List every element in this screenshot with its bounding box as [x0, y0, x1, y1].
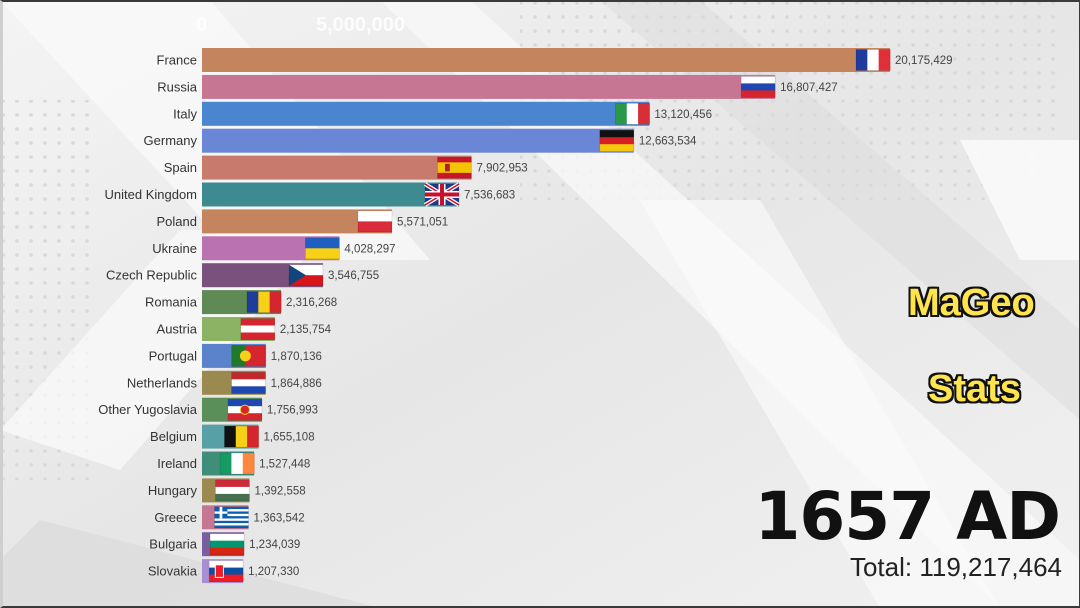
category-label-ukraine: Ukraine — [152, 241, 197, 256]
value-label-france: 20,175,429 — [895, 55, 953, 67]
value-label-poland: 5,571,051 — [397, 216, 448, 228]
value-label-italy: 13,120,456 — [654, 109, 712, 121]
x-axis-tick-0: 0 — [196, 14, 208, 36]
russia-flag-icon — [740, 76, 776, 98]
category-label-united-kingdom: United Kingdom — [105, 187, 198, 202]
category-label-poland: Poland — [157, 214, 197, 229]
greece-flag-icon — [214, 506, 249, 529]
category-label-bulgaria: Bulgaria — [149, 537, 197, 552]
yugoslavia-flag-icon — [227, 398, 263, 421]
value-label-greece: 1,363,542 — [253, 512, 304, 524]
france-flag-icon — [855, 49, 891, 71]
category-label-austria: Austria — [157, 322, 198, 337]
category-label-russia: Russia — [157, 79, 198, 94]
category-label-germany: Germany — [144, 133, 198, 148]
belgium-flag-icon — [224, 425, 259, 448]
value-label-slovakia: 1,207,330 — [248, 566, 299, 578]
hungary-flag-icon — [215, 479, 250, 502]
category-label-portugal: Portugal — [149, 348, 198, 363]
category-label-slovakia: Slovakia — [148, 564, 198, 579]
category-label-france: France — [157, 53, 197, 68]
value-label-belgium: 1,655,108 — [263, 432, 314, 444]
category-label-czech-republic: Czech Republic — [106, 268, 198, 283]
portugal-flag-icon — [231, 345, 267, 367]
category-label-romania: Romania — [145, 295, 198, 310]
czech-flag-icon — [288, 264, 324, 287]
value-label-romania: 2,316,268 — [286, 297, 337, 309]
year-label: 1657 AD — [754, 478, 1061, 555]
bar-germany — [202, 128, 634, 153]
value-label-portugal: 1,870,136 — [271, 351, 322, 363]
category-label-greece: Greece — [154, 510, 197, 525]
value-label-austria: 2,135,754 — [280, 324, 332, 336]
value-label-ukraine: 4,028,297 — [344, 243, 395, 255]
bar-italy — [202, 101, 650, 126]
poland-flag-icon — [357, 210, 393, 233]
category-label-ireland: Ireland — [157, 456, 197, 471]
netherlands-flag-icon — [231, 371, 266, 394]
value-label-netherlands: 1,864,886 — [271, 378, 322, 390]
slovakia-flag-icon — [208, 560, 244, 582]
bar-ukraine — [202, 236, 340, 261]
category-label-belgium: Belgium — [150, 429, 197, 444]
spain-flag-icon — [437, 156, 472, 179]
category-label-spain: Spain — [164, 160, 197, 175]
value-label-hungary: 1,392,558 — [254, 485, 305, 497]
romania-flag-icon — [246, 291, 282, 313]
brand-title-line-1: MaGeo — [908, 282, 1035, 324]
value-label-germany: 12,663,534 — [639, 136, 697, 148]
uk-flag-icon — [423, 182, 461, 207]
bar-spain — [202, 155, 472, 180]
category-label-netherlands: Netherlands — [127, 375, 198, 390]
category-label-italy: Italy — [173, 106, 197, 121]
ireland-flag-icon — [219, 452, 255, 475]
total-label: Total: 119,217,464 — [849, 552, 1062, 582]
bulgaria-flag-icon — [209, 533, 245, 556]
category-label-hungary: Hungary — [148, 483, 198, 498]
brand-title-line-2: Stats — [928, 368, 1021, 410]
value-label-other-yugoslavia: 1,756,993 — [267, 405, 318, 417]
bar-russia — [202, 74, 776, 99]
value-label-bulgaria: 1,234,039 — [249, 539, 300, 551]
value-label-russia: 16,807,427 — [780, 82, 838, 94]
bar-france — [202, 48, 890, 72]
x-axis-tick-5m: 5,000,000 — [316, 14, 405, 36]
bar-united-kingdom — [202, 182, 460, 207]
austria-flag-icon — [240, 318, 276, 340]
value-label-united-kingdom: 7,536,683 — [464, 190, 515, 202]
italy-flag-icon — [615, 103, 650, 125]
value-label-ireland: 1,527,448 — [259, 459, 310, 471]
germany-flag-icon — [599, 129, 635, 152]
value-label-czech-republic: 3,546,755 — [328, 270, 379, 282]
value-label-spain: 7,902,953 — [476, 163, 527, 175]
category-label-other-yugoslavia: Other Yugoslavia — [98, 402, 198, 417]
ukraine-flag-icon — [305, 237, 340, 260]
